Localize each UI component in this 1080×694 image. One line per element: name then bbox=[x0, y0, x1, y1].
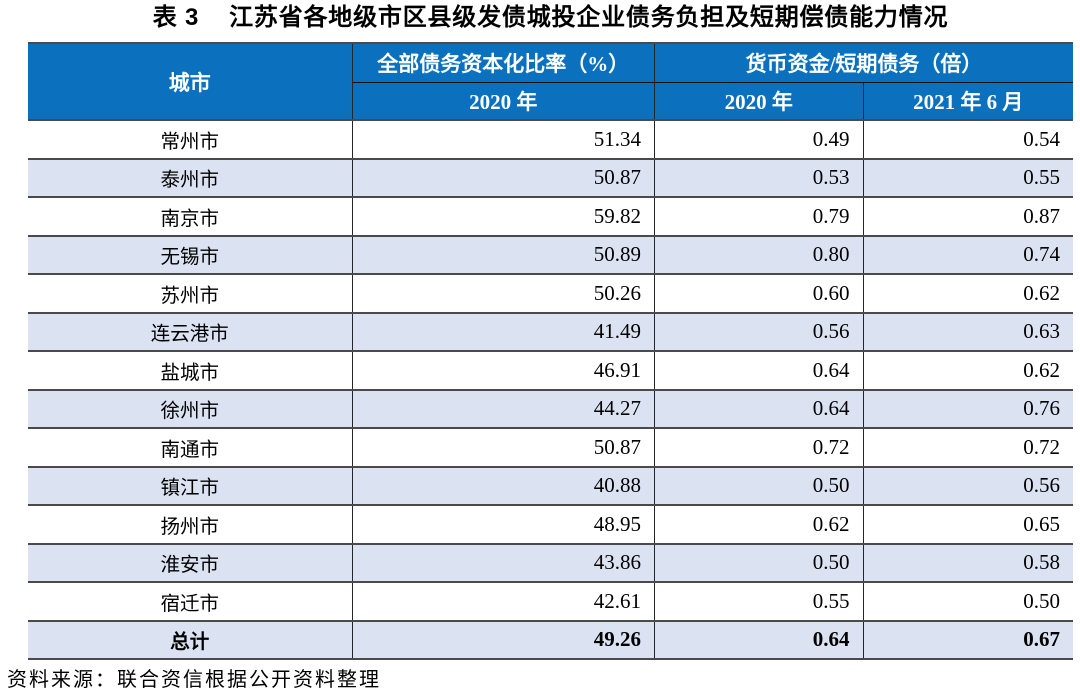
cash-2021-cell: 0.58 bbox=[862, 542, 1073, 582]
table-title-label: 表 3 bbox=[152, 4, 200, 31]
cash-2020-cell: 0.64 bbox=[654, 388, 863, 428]
cash-2021-cell: 0.62 bbox=[862, 350, 1073, 390]
cash-2021-cell: 0.65 bbox=[862, 504, 1073, 544]
table-row: 徐州市 44.27 0.64 0.76 bbox=[28, 388, 1073, 428]
ratio-2020-cell: 50.87 bbox=[351, 427, 655, 467]
column-header-ratio-group: 全部债务资本化比率（%） bbox=[351, 42, 655, 82]
ratio-2020-cell: 50.89 bbox=[351, 234, 655, 274]
cash-2020-cell: 0.72 bbox=[654, 427, 863, 467]
cash-2021-cell: 0.54 bbox=[862, 119, 1073, 159]
cash-2021-cell: 0.74 bbox=[862, 234, 1073, 274]
ratio-2020-cell: 51.34 bbox=[351, 119, 655, 159]
cash-2020-cell: 0.60 bbox=[654, 273, 863, 313]
table-row: 南通市 50.87 0.72 0.72 bbox=[28, 427, 1073, 467]
cash-2020-cell: 0.50 bbox=[654, 465, 863, 505]
cash-2020-cell: 0.56 bbox=[654, 311, 863, 351]
table-header: 城市 全部债务资本化比率（%） 货币资金/短期债务（倍） 2020 年 2020… bbox=[28, 42, 1073, 120]
source-note: 资料来源：联合资信根据公开资料整理 bbox=[7, 669, 381, 691]
cash-2020-cell: 0.64 bbox=[654, 350, 863, 390]
city-cell: 扬州市 bbox=[28, 504, 352, 544]
ratio-2020-cell: 50.26 bbox=[351, 273, 655, 313]
cash-2021-cell: 0.72 bbox=[862, 427, 1073, 467]
ratio-2020-cell: 40.88 bbox=[351, 465, 655, 505]
table-row: 镇江市 40.88 0.50 0.56 bbox=[28, 465, 1073, 505]
column-subheader-cash-2020: 2020 年 bbox=[654, 81, 863, 120]
city-cell: 苏州市 bbox=[28, 273, 352, 313]
table-row: 淮安市 43.86 0.50 0.58 bbox=[28, 542, 1073, 582]
document: 表 3 江苏省各地级市区县级发债城投企业债务负担及短期偿债能力情况 城市 全部债务… bbox=[7, 0, 1073, 692]
ratio-2020-cell: 44.27 bbox=[351, 388, 655, 428]
cash-2020-cell: 0.50 bbox=[654, 542, 863, 582]
ratio-2020-cell: 41.49 bbox=[351, 311, 655, 351]
cash-2020-cell: 0.55 bbox=[654, 581, 863, 621]
cash-2021-cell: 0.67 bbox=[862, 619, 1073, 660]
cash-2021-cell: 0.50 bbox=[862, 581, 1073, 621]
city-cell: 徐州市 bbox=[28, 388, 352, 428]
header-sub-row: 2020 年 2020 年 2021 年 6 月 bbox=[28, 81, 1073, 120]
table-row: 苏州市 50.26 0.60 0.62 bbox=[28, 273, 1073, 313]
cash-2021-cell: 0.55 bbox=[862, 157, 1073, 197]
cash-2021-cell: 0.56 bbox=[862, 465, 1073, 505]
ratio-2020-cell: 43.86 bbox=[351, 542, 655, 582]
table-row: 盐城市 46.91 0.64 0.62 bbox=[28, 350, 1073, 390]
column-subheader-ratio-2020: 2020 年 bbox=[351, 81, 655, 120]
column-header-cash-group: 货币资金/短期债务（倍） bbox=[654, 42, 1073, 82]
cash-2021-cell: 0.76 bbox=[862, 388, 1073, 428]
table-title: 表 3 江苏省各地级市区县级发债城投企业债务负担及短期偿债能力情况 bbox=[28, 4, 1073, 32]
ratio-2020-cell: 48.95 bbox=[351, 504, 655, 544]
cash-2020-cell: 0.53 bbox=[654, 157, 863, 197]
city-cell: 盐城市 bbox=[28, 350, 352, 390]
table-row: 常州市 51.34 0.49 0.54 bbox=[28, 119, 1073, 159]
city-cell: 淮安市 bbox=[28, 542, 352, 582]
city-cell: 宿迁市 bbox=[28, 581, 352, 621]
city-cell: 无锡市 bbox=[28, 234, 352, 274]
header-group-row: 城市 全部债务资本化比率（%） 货币资金/短期债务（倍） bbox=[28, 42, 1073, 120]
table-row: 连云港市 41.49 0.56 0.63 bbox=[28, 311, 1073, 351]
city-cell: 常州市 bbox=[28, 119, 352, 159]
column-subheader-cash-2021: 2021 年 6 月 bbox=[862, 81, 1073, 120]
table-body: 常州市 51.34 0.49 0.54 泰州市 50.87 0.53 0.55 … bbox=[28, 119, 1073, 660]
table-row: 泰州市 50.87 0.53 0.55 bbox=[28, 157, 1073, 197]
table-title-text: 江苏省各地级市区县级发债城投企业债务负担及短期偿债能力情况 bbox=[229, 4, 949, 31]
cash-2021-cell: 0.87 bbox=[862, 196, 1073, 236]
city-cell: 南京市 bbox=[28, 196, 352, 236]
total-row: 总计 49.26 0.64 0.67 bbox=[28, 619, 1073, 660]
city-cell: 南通市 bbox=[28, 427, 352, 467]
ratio-2020-cell: 59.82 bbox=[351, 196, 655, 236]
table-row: 扬州市 48.95 0.62 0.65 bbox=[28, 504, 1073, 544]
table-row: 宿迁市 42.61 0.55 0.50 bbox=[28, 581, 1073, 621]
ratio-2020-cell: 42.61 bbox=[351, 581, 655, 621]
ratio-2020-cell: 50.87 bbox=[351, 157, 655, 197]
column-header-city: 城市 bbox=[28, 42, 352, 120]
city-cell: 泰州市 bbox=[28, 157, 352, 197]
city-cell: 镇江市 bbox=[28, 465, 352, 505]
ratio-2020-cell: 46.91 bbox=[351, 350, 655, 390]
ratio-2020-cell: 49.26 bbox=[351, 619, 655, 660]
cash-2020-cell: 0.79 bbox=[654, 196, 863, 236]
city-cell: 总计 bbox=[28, 619, 352, 660]
cash-2020-cell: 0.49 bbox=[654, 119, 863, 159]
debt-table: 城市 全部债务资本化比率（%） 货币资金/短期债务（倍） 2020 年 2020… bbox=[28, 42, 1073, 660]
table-row: 南京市 59.82 0.79 0.87 bbox=[28, 196, 1073, 236]
table-row: 无锡市 50.89 0.80 0.74 bbox=[28, 234, 1073, 274]
cash-2021-cell: 0.63 bbox=[862, 311, 1073, 351]
city-cell: 连云港市 bbox=[28, 311, 352, 351]
cash-2020-cell: 0.64 bbox=[654, 619, 863, 660]
cash-2020-cell: 0.80 bbox=[654, 234, 863, 274]
cash-2021-cell: 0.62 bbox=[862, 273, 1073, 313]
cash-2020-cell: 0.62 bbox=[654, 504, 863, 544]
